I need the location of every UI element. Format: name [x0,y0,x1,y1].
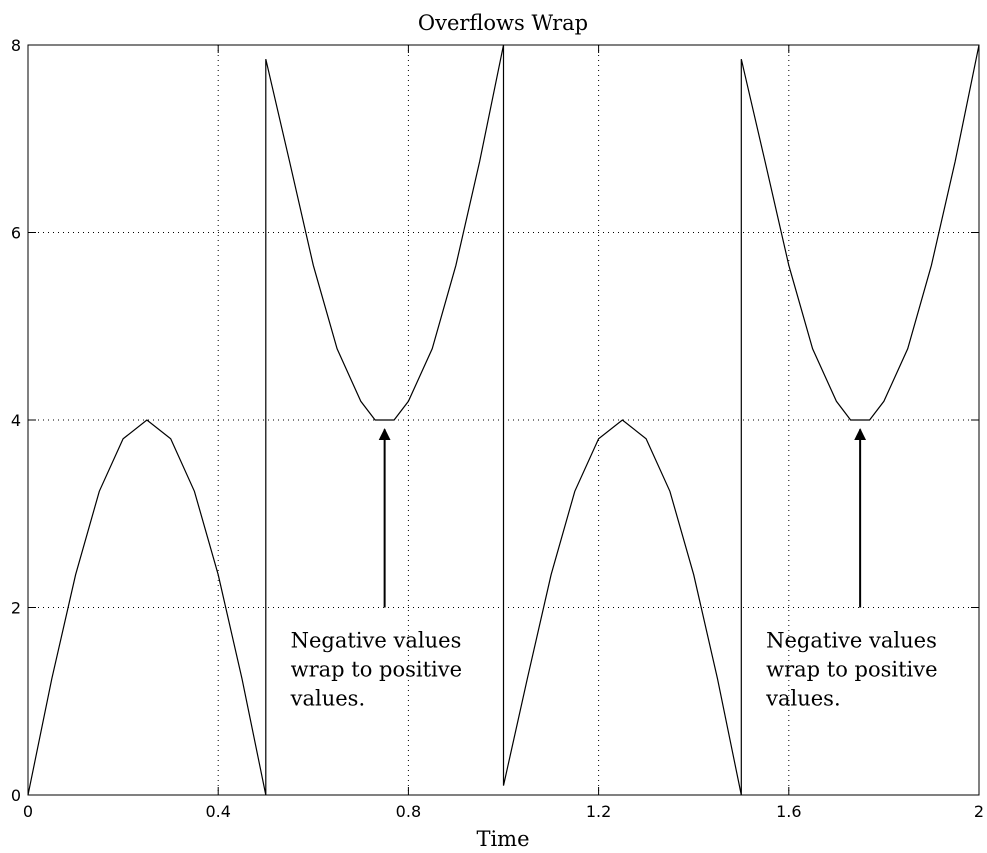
axis-ticks: 0 0.4 0.8 1.2 1.6 2 0 2 4 6 8 [11,36,984,821]
series [27,44,980,796]
x-tick-label: 2 [974,802,984,821]
annotation-text: wrap to positive [766,658,937,682]
x-tick-label: 1.6 [776,802,801,821]
x-axis-label: Time [476,827,529,851]
y-tick-label: 4 [11,411,21,430]
annotation-text: values. [290,687,366,711]
y-tick-label: 8 [11,36,21,55]
annotation-text: Negative values [766,629,937,653]
annotation-text: wrap to positive [291,658,462,682]
y-tick-label: 2 [11,599,21,618]
y-tick-label: 0 [11,786,21,805]
series-line [27,44,980,796]
x-tick-label: 0.8 [396,802,421,821]
x-tick-label: 0.4 [205,802,230,821]
x-tick-label: 0 [23,802,33,821]
annotations: Negative values wrap to positive values. Ne… [290,428,938,711]
chart-title: Overflows Wrap [418,11,588,35]
x-tick-label: 1.2 [586,802,611,821]
annotation-text: values. [765,687,841,711]
annotation-text: Negative values [291,629,462,653]
y-tick-label: 6 [11,224,21,243]
